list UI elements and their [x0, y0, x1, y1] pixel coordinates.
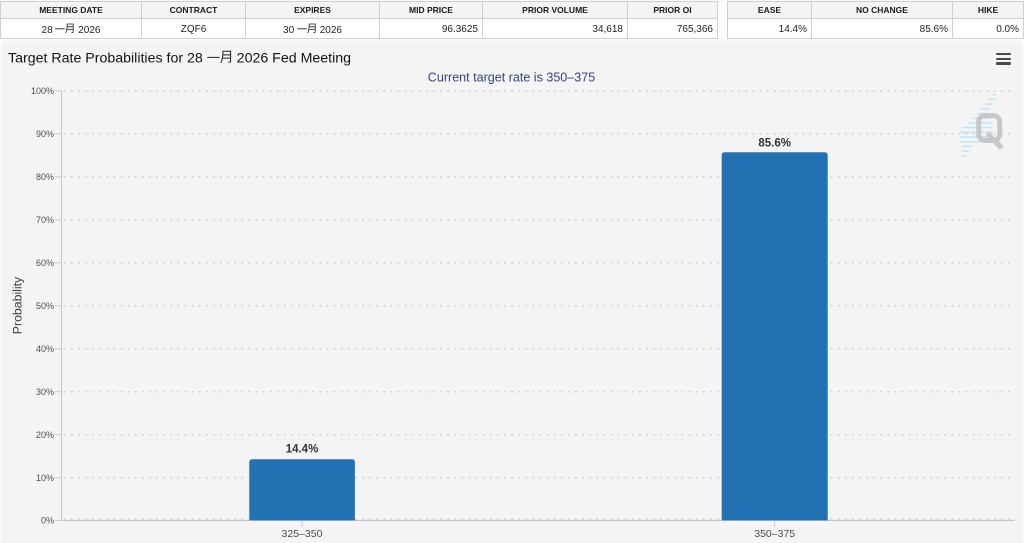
svg-text:85.6%: 85.6% — [758, 138, 791, 150]
svg-text:Probability: Probability — [11, 276, 25, 334]
svg-text:100%: 100% — [31, 86, 54, 96]
svg-text:10%: 10% — [36, 473, 54, 483]
svg-text:90%: 90% — [36, 129, 54, 139]
svg-text:14.4%: 14.4% — [286, 444, 319, 456]
svg-text:70%: 70% — [36, 215, 54, 225]
svg-text:0%: 0% — [41, 516, 54, 526]
svg-text:325–350: 325–350 — [282, 528, 323, 540]
svg-text:50%: 50% — [36, 301, 54, 311]
svg-text:30%: 30% — [36, 387, 54, 397]
svg-text:Current target rate is 350–375: Current target rate is 350–375 — [428, 70, 595, 84]
svg-text:20%: 20% — [36, 430, 54, 440]
svg-text:60%: 60% — [36, 258, 54, 268]
svg-text:80%: 80% — [36, 172, 54, 182]
svg-text:40%: 40% — [36, 344, 54, 354]
svg-text:350–375: 350–375 — [754, 528, 795, 540]
